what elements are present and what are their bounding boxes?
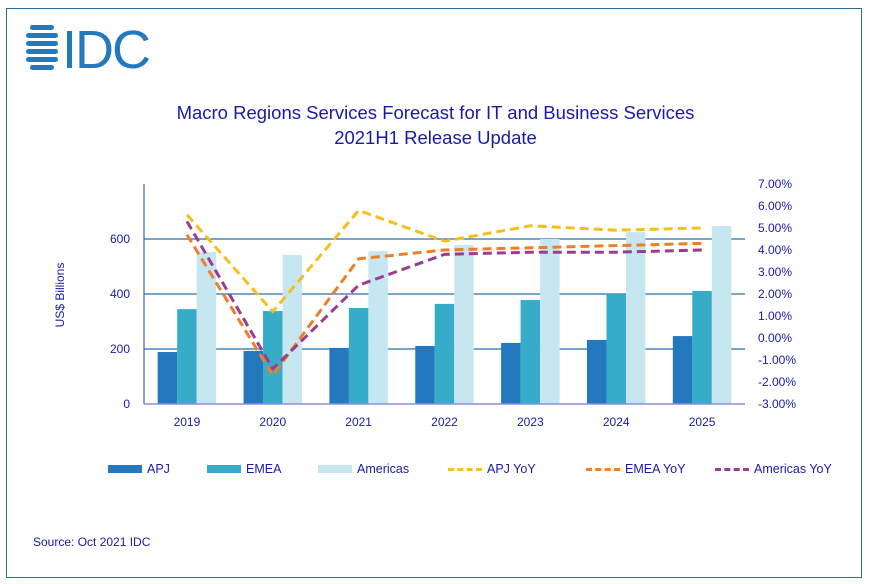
y2-tick-label: 6.00% [758, 199, 792, 213]
legend-label: APJ YoY [487, 462, 536, 476]
x-tick-label: 2023 [517, 415, 544, 429]
chart-subtitle: 2021H1 Release Update [334, 127, 537, 148]
bars [157, 226, 732, 404]
globe-icon [26, 25, 58, 70]
line-apj-yoy [185, 208, 703, 314]
idc-logo: IDC [26, 22, 151, 74]
y2-tick-label: -1.00% [758, 353, 796, 367]
x-tick-label: 2025 [689, 415, 716, 429]
y2-tick-label: 7.00% [758, 177, 792, 191]
bar-emea-2021 [348, 308, 369, 404]
y2-tick-label: 5.00% [758, 221, 792, 235]
chart-title-block: Macro Regions Services Forecast for IT a… [0, 100, 871, 150]
bar-apj-2025 [672, 336, 693, 404]
y2-tick-label: 1.00% [758, 309, 792, 323]
yoy-lines [185, 208, 703, 377]
y-tick-label: 600 [110, 232, 130, 246]
bar-apj-2020 [243, 350, 264, 404]
chart-plot: 0 200 400 600 -3.00% -2.00% -1.00% 0.00% 1.00% 2.… [53, 177, 796, 429]
y2-tick-label: -3.00% [758, 397, 796, 411]
x-tick-label: 2020 [259, 415, 286, 429]
chart-title: Macro Regions Services Forecast for IT a… [176, 102, 695, 123]
legend-label: EMEA [246, 462, 282, 476]
legend-label: Americas YoY [754, 462, 832, 476]
bar-emea-2023 [520, 300, 541, 404]
tick-labels: 0 200 400 600 -3.00% -2.00% -1.00% 0.00% 1.00% 2.… [110, 177, 796, 429]
y-tick-label: 400 [110, 287, 130, 301]
legend-label: Americas [357, 462, 410, 476]
bar-americas-2021 [368, 251, 388, 404]
x-tick-label: 2021 [345, 415, 372, 429]
legend-item-emea-yoy: EMEA YoY [586, 462, 685, 476]
bar-americas-2022 [454, 245, 474, 404]
bar-emea-2020 [263, 311, 283, 404]
legend-swatch [586, 467, 620, 471]
bar-emea-2025 [692, 290, 712, 404]
bar-americas-2025 [711, 226, 732, 404]
legend-swatch [207, 465, 241, 473]
legend-swatch [448, 467, 482, 471]
bar-americas-2020 [282, 254, 303, 404]
bar-americas-2023 [540, 239, 560, 404]
legend-label: EMEA YoY [625, 462, 686, 476]
legend-item-apj-yoy: APJ YoY [448, 462, 536, 476]
y-tick-label: 200 [110, 342, 130, 356]
legend-label: APJ [147, 462, 170, 476]
bar-americas-2024 [625, 232, 646, 404]
bar-emea-2024 [606, 294, 626, 404]
y-tick-label: 0 [123, 397, 130, 411]
y2-tick-label: 4.00% [758, 243, 792, 257]
bar-americas-2019 [196, 251, 217, 404]
line-emea-yoy [185, 233, 703, 377]
legend-swatch [318, 465, 352, 473]
x-tick-label: 2024 [603, 415, 630, 429]
x-tick-label: 2019 [174, 415, 201, 429]
legend-item-emea: EMEA [207, 462, 281, 476]
line-americas-yoy [185, 220, 703, 371]
legend-item-apj: APJ [108, 462, 170, 476]
source-note: Source: Oct 2021 IDC [33, 535, 151, 549]
bar-apj-2019 [157, 352, 178, 404]
bar-apj-2024 [586, 339, 607, 404]
y-axis-title: US$ Billions [53, 263, 67, 328]
bar-emea-2019 [177, 309, 197, 404]
bar-emea-2022 [434, 303, 455, 404]
axes [143, 184, 745, 405]
logo-text: IDC [62, 22, 149, 74]
legend-item-americas: Americas [318, 462, 409, 476]
legend: APJ EMEA Americas APJ YoY EMEA YoY Americas Y… [0, 462, 871, 482]
bar-apj-2022 [415, 345, 435, 404]
y2-tick-label: 3.00% [758, 265, 792, 279]
legend-swatch [715, 467, 749, 471]
bar-apj-2021 [329, 347, 349, 404]
y2-tick-label: 0.00% [758, 331, 792, 345]
x-tick-label: 2022 [431, 415, 458, 429]
legend-swatch [108, 465, 142, 473]
legend-item-americas-yoy: Americas YoY [715, 462, 832, 476]
y2-tick-label: 2.00% [758, 287, 792, 301]
y2-tick-label: -2.00% [758, 375, 796, 389]
bar-apj-2023 [501, 342, 521, 404]
